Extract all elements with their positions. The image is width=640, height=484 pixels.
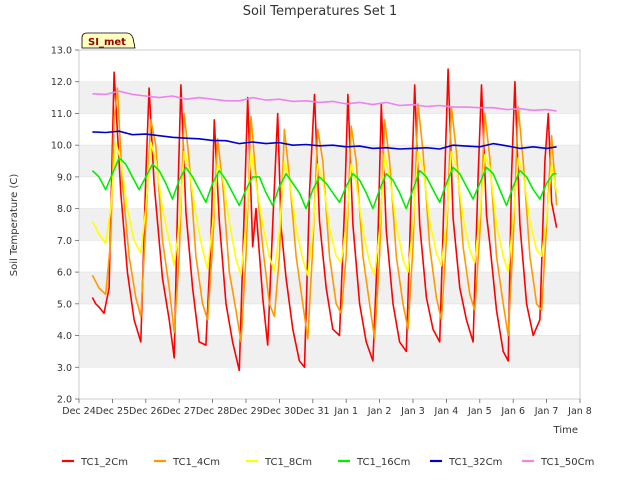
chart-title: Soil Temperatures Set 1: [243, 4, 398, 19]
y-axis-label: Soil Temperature (C): [9, 174, 20, 277]
legend-label: TC1_8Cm: [264, 457, 312, 468]
x-tick-label: Dec 28: [196, 406, 230, 417]
legend-label: TC1_16Cm: [356, 457, 410, 468]
y-tick-label: 3.0: [57, 363, 72, 374]
legend-label: TC1_50Cm: [540, 457, 594, 468]
series-line-tc1-4cm: [91, 87, 558, 343]
y-tick-label: 5.0: [57, 299, 72, 310]
x-tick-label: Jan 4: [434, 406, 459, 417]
x-tick-label: Dec 26: [129, 406, 163, 417]
y-tick-label: 11.0: [51, 109, 72, 120]
x-tick-label: Dec 31: [296, 406, 330, 417]
badge-tab-shape: [81, 32, 136, 49]
x-tick-label: Dec 30: [263, 406, 297, 417]
legend-label: TC1_32Cm: [448, 457, 502, 468]
grid-band: [79, 335, 580, 368]
legend-label: TC1_4Cm: [172, 457, 220, 468]
x-tick-label: Dec 27: [162, 406, 196, 417]
x-tick-label: Dec 25: [96, 406, 130, 417]
grid-band: [79, 272, 580, 304]
y-tick-label: 7.0: [57, 236, 72, 247]
y-tick-label: 13.0: [51, 46, 72, 57]
station-badge: SI_met: [81, 32, 136, 49]
series-line-tc1-32cm: [92, 130, 557, 150]
badge-label: SI_met: [88, 37, 126, 48]
grid-band: [79, 145, 580, 177]
y-tick-label: 9.0: [57, 172, 72, 183]
series-layer: [91, 68, 558, 372]
y-tick-label: 8.0: [57, 204, 72, 215]
x-tick-label: Jan 8: [567, 406, 592, 417]
y-tick-label: 6.0: [57, 268, 72, 279]
x-tick-label: Jan 1: [333, 406, 358, 417]
x-axis-label: Time: [553, 425, 578, 436]
y-tick-label: 2.0: [57, 395, 72, 406]
y-tick-label: 4.0: [57, 331, 72, 342]
x-tick-label: Dec 24: [62, 406, 96, 417]
y-tick-label: 10.0: [51, 141, 72, 152]
x-tick-label: Jan 6: [500, 406, 525, 417]
legend-label: TC1_2Cm: [80, 457, 128, 468]
series-line-tc1-50cm: [92, 90, 557, 112]
y-axis-ticks: 2.0 3.0 4.0 5.0 6.0 7.0 8.0 9.0 10.0 11.0 12.0 13.0: [51, 46, 79, 406]
legend: TC1_2Cm TC1_4Cm TC1_8Cm TC1_16Cm TC1_32Cm TC1…: [62, 457, 594, 468]
plot-frame: [78, 49, 581, 400]
x-tick-label: Jan 3: [400, 406, 425, 417]
x-tick-label: Jan 7: [534, 406, 559, 417]
x-tick-label: Jan 5: [467, 406, 492, 417]
series-line-tc1-8cm: [91, 141, 558, 277]
y-tick-label: 12.0: [51, 77, 72, 88]
x-tick-label: Jan 2: [367, 406, 392, 417]
x-tick-label: Dec 29: [229, 406, 263, 417]
series-line-tc1-16cm: [91, 157, 557, 210]
x-axis-ticks: Dec 24 Dec 25 Dec 26 Dec 27 Dec 28 Dec 29 Dec …: [62, 399, 592, 417]
